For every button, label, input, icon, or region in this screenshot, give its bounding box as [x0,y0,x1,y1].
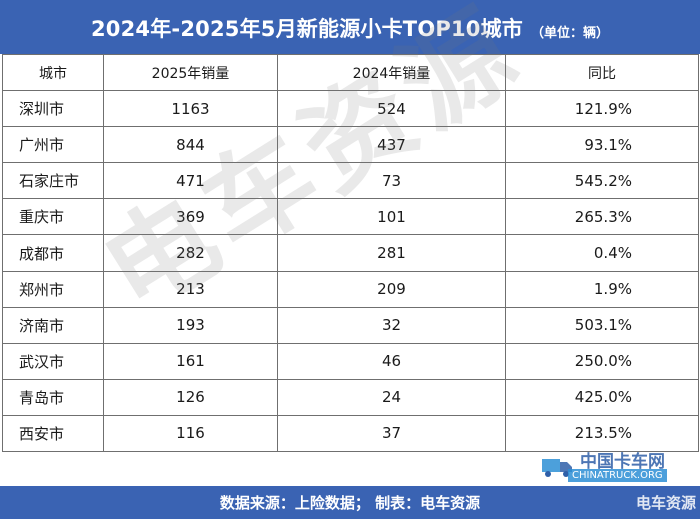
table-row: 西安市 116 37 213.5% [2,414,699,453]
cell-yoy: 425.0% [505,378,699,416]
cell-2025: 126 [103,378,278,416]
cell-2025: 193 [103,306,278,344]
truck-logo-icon [542,459,572,477]
table-row: 石家庄市 471 73 545.2% [2,162,699,200]
logo-en-text: CHINATRUCK.ORG [568,469,667,482]
cell-yoy: 503.1% [505,306,699,344]
footer-source: 数据来源：上险数据； 制表：电车资源 [0,486,700,519]
title-bar: 2024年-2025年5月新能源小卡TOP10城市 （单位：辆） [0,0,700,54]
table-row: 武汉市 161 46 250.0% [2,342,699,380]
cell-2024: 24 [277,378,506,416]
cell-2024: 209 [277,270,506,308]
cell-yoy: 93.1% [505,126,699,164]
header-2025-sales: 2025年销量 [103,53,278,92]
cell-city: 郑州市 [2,270,104,308]
cell-yoy: 265.3% [505,198,699,236]
cell-yoy: 545.2% [505,162,699,200]
cell-2024: 46 [277,342,506,380]
table-row: 青岛市 126 24 425.0% [2,378,699,416]
page-title: 2024年-2025年5月新能源小卡TOP10城市 [90,17,523,41]
table-row: 深圳市 1163 524 121.9% [2,90,699,128]
cell-2024: 437 [277,126,506,164]
cell-city: 西安市 [2,414,104,453]
cell-yoy: 0.4% [505,234,699,272]
header-yoy: 同比 [505,53,699,92]
table-row: 济南市 193 32 503.1% [2,306,699,344]
cell-2024: 101 [277,198,506,236]
cell-city: 济南市 [2,306,104,344]
cell-city: 石家庄市 [2,162,104,200]
table-row: 成都市 282 281 0.4% [2,234,699,272]
cell-2024: 32 [277,306,506,344]
cell-2025: 116 [103,414,278,453]
table-row: 郑州市 213 209 1.9% [2,270,699,308]
cell-2024: 37 [277,414,506,453]
unit-label: （单位：辆） [531,25,610,41]
cell-2024: 281 [277,234,506,272]
cell-city: 重庆市 [2,198,104,236]
cell-2025: 1163 [103,90,278,128]
cell-yoy: 1.9% [505,270,699,308]
cell-2025: 282 [103,234,278,272]
table-row: 广州市 844 437 93.1% [2,126,699,164]
cell-2025: 213 [103,270,278,308]
cell-2025: 844 [103,126,278,164]
cell-2024: 524 [277,90,506,128]
cell-2025: 161 [103,342,278,380]
cell-yoy: 213.5% [505,414,699,453]
cell-2024: 73 [277,162,506,200]
cell-2025: 369 [103,198,278,236]
cell-city: 成都市 [2,234,104,272]
cell-yoy: 121.9% [505,90,699,128]
sales-table: 城市 2025年销量 2024年销量 同比 深圳市 1163 524 121.9… [2,53,699,453]
cell-city: 武汉市 [2,342,104,380]
cell-city: 深圳市 [2,90,104,128]
table-row: 重庆市 369 101 265.3% [2,198,699,236]
cell-2025: 471 [103,162,278,200]
cell-yoy: 250.0% [505,342,699,380]
cell-city: 广州市 [2,126,104,164]
cell-city: 青岛市 [2,378,104,416]
header-city: 城市 [2,53,104,92]
header-2024-sales: 2024年销量 [277,53,506,92]
table-header-row: 城市 2025年销量 2024年销量 同比 [2,53,699,92]
